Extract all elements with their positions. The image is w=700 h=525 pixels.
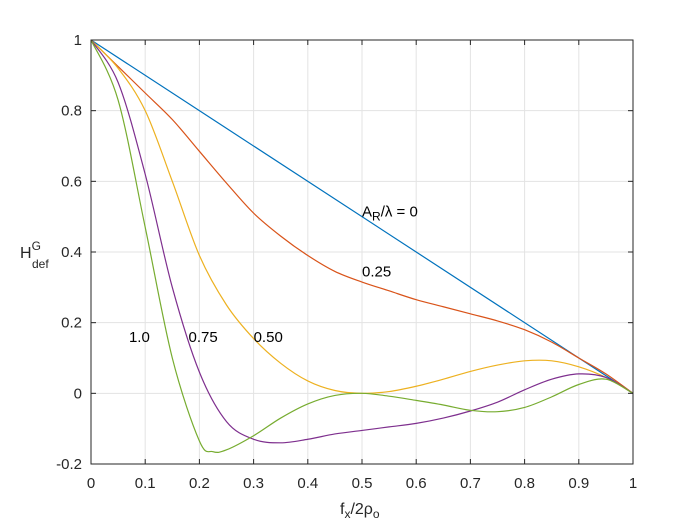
y-tick-label: 0.8 <box>61 103 82 120</box>
y-tick-label: -0.2 <box>56 456 82 473</box>
y-tick-label: 0.4 <box>61 244 82 261</box>
curve-label-3: 0.75 <box>189 329 218 346</box>
x-tick-label: 0.4 <box>297 475 318 492</box>
series-line-3 <box>90 39 634 444</box>
curve-label-0: AR/λ = 0 <box>362 204 418 224</box>
x-tick-label: 0.1 <box>135 475 156 492</box>
y-tick-label: 0.2 <box>61 315 82 332</box>
curve-label-1: 0.25 <box>362 264 391 281</box>
x-tick-label: 1 <box>629 475 637 492</box>
x-tick-label: 0.6 <box>406 475 427 492</box>
tick-labels: 0 0.1 0.2 0.3 0.4 0.5 0.6 0.7 0.8 0.9 1 -0.2 0 0.2 0.4… <box>56 32 637 492</box>
y-tick-label: 0 <box>74 385 82 402</box>
x-tick-label: 0.3 <box>243 475 264 492</box>
series-group <box>90 39 634 454</box>
annotations: AR/λ = 0 0.25 1.0 0.75 0.50 <box>129 204 418 346</box>
curve-label-4: 0.50 <box>254 329 283 346</box>
x-tick-label: 0.8 <box>514 475 535 492</box>
series-line-4 <box>90 39 634 454</box>
y-axis-label: HG <box>20 239 41 262</box>
x-axis-label: fx/2ρo <box>340 501 380 521</box>
x-tick-label: 0.9 <box>568 475 589 492</box>
y-axis-label-sub: def <box>32 257 49 271</box>
series-line-1 <box>90 39 634 394</box>
series-line-0 <box>90 39 634 394</box>
curve-label-2: 1.0 <box>129 329 150 346</box>
x-tick-label: 0 <box>87 475 95 492</box>
y-tick-label: 0.6 <box>61 173 82 190</box>
ticks <box>90 39 634 465</box>
y-tick-label: 1 <box>74 32 82 49</box>
x-tick-label: 0.7 <box>460 475 481 492</box>
x-tick-label: 0.5 <box>352 475 373 492</box>
x-tick-label: 0.2 <box>189 475 210 492</box>
